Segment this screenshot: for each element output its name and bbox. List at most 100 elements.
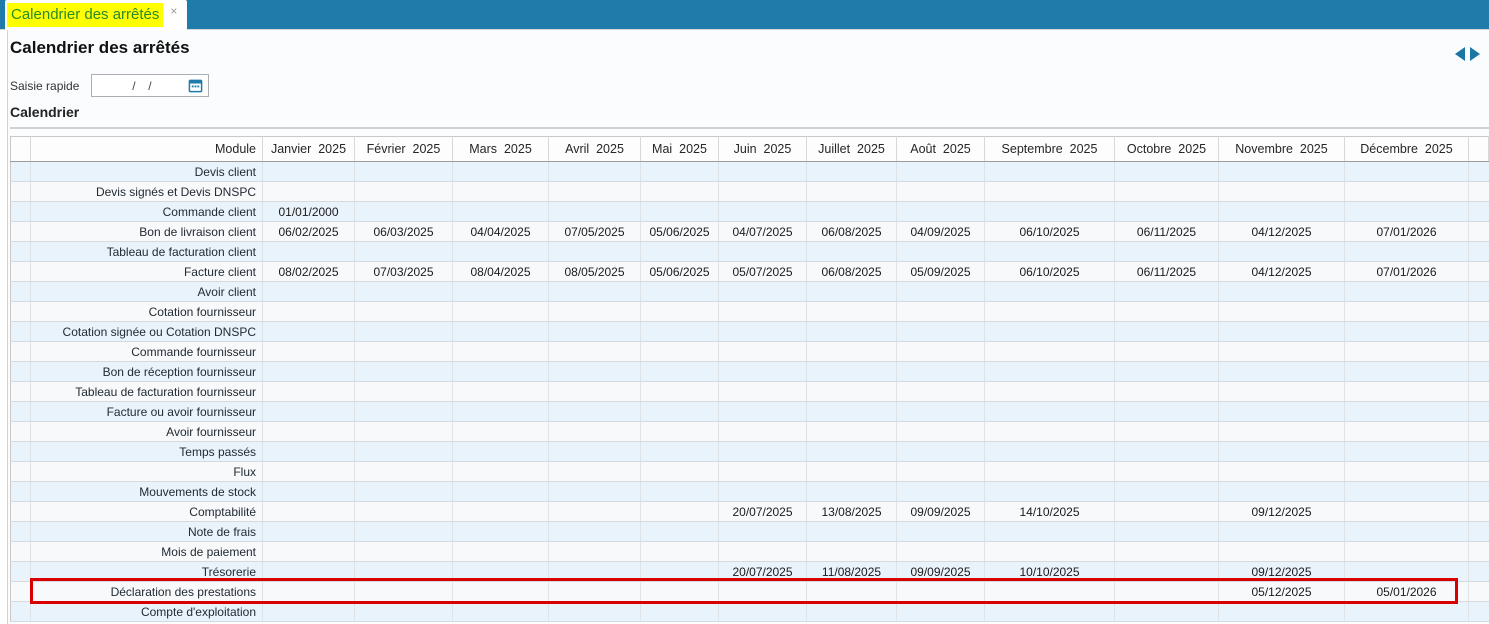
date-cell[interactable] bbox=[263, 582, 355, 602]
date-cell[interactable] bbox=[807, 322, 897, 342]
date-cell[interactable]: 06/08/2025 bbox=[807, 222, 897, 242]
date-cell[interactable] bbox=[549, 462, 641, 482]
date-cell[interactable] bbox=[807, 402, 897, 422]
date-cell[interactable] bbox=[355, 282, 453, 302]
date-cell[interactable] bbox=[263, 162, 355, 182]
row-selector-cell[interactable] bbox=[11, 522, 31, 542]
date-cell[interactable] bbox=[355, 502, 453, 522]
date-cell[interactable] bbox=[1115, 342, 1219, 362]
row-selector-cell[interactable] bbox=[11, 502, 31, 522]
date-cell[interactable] bbox=[897, 482, 985, 502]
row-selector-cell[interactable] bbox=[11, 562, 31, 582]
date-cell[interactable]: 07/01/2026 bbox=[1345, 222, 1469, 242]
date-cell[interactable] bbox=[1345, 482, 1469, 502]
date-cell[interactable] bbox=[549, 382, 641, 402]
date-cell[interactable] bbox=[897, 602, 985, 622]
date-cell[interactable] bbox=[1115, 422, 1219, 442]
date-cell[interactable] bbox=[549, 342, 641, 362]
date-cell[interactable] bbox=[719, 602, 807, 622]
date-cell[interactable] bbox=[641, 582, 719, 602]
date-cell[interactable] bbox=[263, 482, 355, 502]
date-cell[interactable] bbox=[549, 502, 641, 522]
date-cell[interactable] bbox=[549, 402, 641, 422]
date-cell[interactable] bbox=[1219, 302, 1345, 322]
date-cell[interactable] bbox=[1115, 302, 1219, 322]
date-cell[interactable] bbox=[641, 322, 719, 342]
date-cell[interactable] bbox=[1345, 522, 1469, 542]
date-cell[interactable] bbox=[719, 362, 807, 382]
date-cell[interactable] bbox=[807, 302, 897, 322]
date-cell[interactable] bbox=[807, 162, 897, 182]
date-cell[interactable] bbox=[453, 362, 549, 382]
date-cell[interactable] bbox=[1345, 362, 1469, 382]
date-cell[interactable] bbox=[719, 482, 807, 502]
date-cell[interactable] bbox=[1345, 382, 1469, 402]
date-cell[interactable]: 09/09/2025 bbox=[897, 562, 985, 582]
date-cell[interactable] bbox=[1115, 582, 1219, 602]
date-cell[interactable] bbox=[807, 442, 897, 462]
date-cell[interactable] bbox=[1345, 322, 1469, 342]
date-cell[interactable] bbox=[1345, 442, 1469, 462]
date-cell[interactable] bbox=[263, 562, 355, 582]
date-cell[interactable] bbox=[1345, 202, 1469, 222]
date-cell[interactable] bbox=[1345, 302, 1469, 322]
date-cell[interactable] bbox=[453, 502, 549, 522]
date-cell[interactable] bbox=[641, 522, 719, 542]
date-cell[interactable] bbox=[263, 242, 355, 262]
date-cell[interactable]: 01/01/2000 bbox=[263, 202, 355, 222]
row-selector-cell[interactable] bbox=[11, 362, 31, 382]
date-cell[interactable]: 05/06/2025 bbox=[641, 262, 719, 282]
date-cell[interactable] bbox=[1115, 542, 1219, 562]
row-selector-cell[interactable] bbox=[11, 602, 31, 622]
date-cell[interactable] bbox=[807, 462, 897, 482]
date-cell[interactable] bbox=[355, 182, 453, 202]
date-cell[interactable] bbox=[1345, 542, 1469, 562]
date-cell[interactable] bbox=[549, 602, 641, 622]
date-cell[interactable] bbox=[897, 322, 985, 342]
date-cell[interactable] bbox=[641, 382, 719, 402]
date-cell[interactable]: 06/11/2025 bbox=[1115, 262, 1219, 282]
date-cell[interactable] bbox=[897, 302, 985, 322]
date-cell[interactable] bbox=[355, 302, 453, 322]
date-cell[interactable] bbox=[1115, 462, 1219, 482]
date-cell[interactable] bbox=[807, 342, 897, 362]
date-cell[interactable] bbox=[263, 402, 355, 422]
date-cell[interactable] bbox=[985, 182, 1115, 202]
date-cell[interactable] bbox=[1345, 182, 1469, 202]
date-cell[interactable] bbox=[807, 542, 897, 562]
date-cell[interactable] bbox=[453, 162, 549, 182]
date-cell[interactable] bbox=[355, 562, 453, 582]
quick-entry-date-input[interactable]: / / bbox=[91, 74, 209, 97]
date-cell[interactable]: 05/06/2025 bbox=[641, 222, 719, 242]
date-cell[interactable] bbox=[719, 442, 807, 462]
date-cell[interactable] bbox=[1345, 462, 1469, 482]
date-cell[interactable] bbox=[453, 242, 549, 262]
date-cell[interactable] bbox=[897, 462, 985, 482]
date-cell[interactable] bbox=[263, 422, 355, 442]
date-cell[interactable]: 06/10/2025 bbox=[985, 222, 1115, 242]
date-cell[interactable] bbox=[1345, 402, 1469, 422]
date-cell[interactable] bbox=[355, 522, 453, 542]
date-cell[interactable] bbox=[719, 282, 807, 302]
date-cell[interactable]: 07/05/2025 bbox=[549, 222, 641, 242]
date-cell[interactable] bbox=[1115, 202, 1219, 222]
date-cell[interactable] bbox=[549, 442, 641, 462]
date-cell[interactable]: 14/10/2025 bbox=[985, 502, 1115, 522]
date-cell[interactable]: 08/05/2025 bbox=[549, 262, 641, 282]
date-cell[interactable] bbox=[897, 242, 985, 262]
date-cell[interactable] bbox=[719, 342, 807, 362]
row-selector-cell[interactable] bbox=[11, 542, 31, 562]
date-cell[interactable] bbox=[355, 602, 453, 622]
date-cell[interactable] bbox=[453, 422, 549, 442]
date-cell[interactable] bbox=[807, 242, 897, 262]
date-cell[interactable] bbox=[985, 602, 1115, 622]
date-cell[interactable] bbox=[355, 482, 453, 502]
date-cell[interactable] bbox=[1219, 202, 1345, 222]
date-cell[interactable] bbox=[719, 382, 807, 402]
date-cell[interactable] bbox=[453, 322, 549, 342]
date-cell[interactable]: 06/11/2025 bbox=[1115, 222, 1219, 242]
date-cell[interactable]: 06/10/2025 bbox=[985, 262, 1115, 282]
date-cell[interactable] bbox=[1345, 562, 1469, 582]
date-cell[interactable]: 04/12/2025 bbox=[1219, 222, 1345, 242]
date-cell[interactable] bbox=[641, 542, 719, 562]
